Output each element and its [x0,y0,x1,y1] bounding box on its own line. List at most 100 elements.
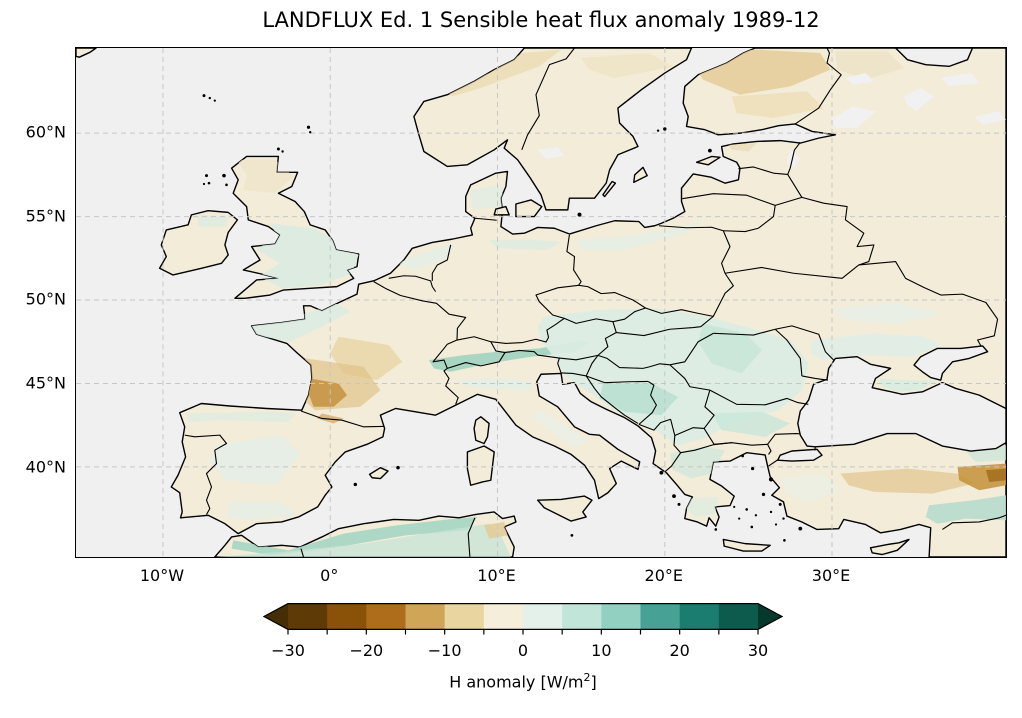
colorbar-segment--25-to--20 [327,603,367,630]
colorbar-over-arrow [758,603,783,630]
border-poland-ukraine [712,272,734,317]
border-morocco-algeria [300,548,305,557]
colorbar-segment-10-to-15 [601,603,641,630]
border-netherlands-germany [431,244,452,281]
colorbar-segment--30-to--25 [288,603,328,630]
anomaly-patch-ukraine-mint2 [832,303,941,324]
small-island-dot [281,150,284,153]
border-spain-france [300,410,384,428]
border-germany-poland [566,234,582,286]
border-serbia-bulgaria [703,389,715,429]
lake-russia-blob2 [845,73,874,85]
small-island-dot [769,510,773,514]
colorbar-tick-label-20: 20 [669,641,690,660]
colorbar-segment-20-to-25 [679,603,720,630]
colorbar-segment--10-to--5 [444,603,485,630]
colorbar-outline [262,603,784,630]
anomaly-patch-carpathians-teal [698,323,762,374]
map-svg [76,48,1006,557]
country-borders [184,48,1006,557]
anomaly-patch-bosnia-serbia-teal [599,383,679,416]
anomaly-patch-peloponnese-mint [684,496,719,517]
small-island-dot [213,99,216,102]
small-island-dot [778,502,782,506]
border-ukraine-russia [858,261,999,347]
anomaly-patch-maghreb-teal2 [214,523,511,557]
small-island-dot [783,539,786,542]
anomaly-patch-ukraine-south-mint [810,333,941,361]
border-croatia-bosnia-north [586,375,649,384]
small-island-dot [208,96,211,100]
colorbar-tick-label--10: −10 [427,641,462,660]
small-island-dot [798,526,803,531]
border-romania-ukraine-north [713,328,776,336]
small-island-dot [222,173,226,178]
y-tick-label-50: 50°N [25,289,66,309]
anomaly-patch-brittany-mint [250,303,351,342]
colorbar-tick-label-10: 10 [591,641,612,660]
small-island-dot [782,517,785,520]
anomaly-patch-crimea-mint [878,378,938,392]
border-belarus-russia [801,196,875,266]
small-island-dot [309,131,312,134]
small-island-dot [659,470,664,475]
anomaly-patch-anatolia-west-mint [781,473,841,502]
land-ireland [158,209,239,276]
colorbar-segment-25-to-30 [718,603,759,630]
lake-russia-blob1 [940,73,980,87]
land-iceland-tip [76,48,97,58]
border-estonia-russia [787,141,801,175]
small-island-dot [225,183,228,187]
colorbar-segment-5-to-10 [562,603,602,630]
map-plot [75,47,1007,558]
small-island-dot [202,182,206,186]
anomaly-patch-tunisia-tan [484,521,508,539]
graticule [76,48,1006,557]
x-tick-label-20: 20°E [644,566,683,585]
sea-black-sea [797,355,1006,452]
colorbar-tick-label-0: 0 [517,641,529,660]
land-gotland [633,166,648,184]
anomaly-patch-denmark-mint [469,184,503,210]
border-finland-russia [794,48,842,125]
border-france-italy [443,367,459,405]
land-mainland-eurasia [170,48,1006,557]
anomaly-patch-finland-tan2 [731,91,824,119]
border-belgium-netherlands [388,275,437,292]
small-island-dot [207,181,211,185]
anomaly-patch-russia-nw-tan [835,51,904,80]
border-lithuania-latvia [682,193,776,206]
small-island-dot [276,147,280,151]
anomaly-patch-spain-center-mint [209,435,301,484]
inland-seas [777,48,1006,462]
land-crete [722,538,771,552]
island-dots [202,94,803,542]
small-island-dot [663,127,667,131]
chart-title: LANDFLUX Ed. 1 Sensible heat flux anomal… [262,8,820,32]
colorbar-segment--5-to-0 [483,603,524,630]
anomaly-patch-italy-mint [531,408,590,447]
colorbar-svg [262,603,784,635]
border-portugal-spain [184,434,228,515]
small-island-dot [738,517,741,520]
sea-sea-of-marmara [777,448,823,462]
border-germany-denmark [474,217,497,221]
border-dardanelles [768,459,779,467]
small-island-dot [677,502,681,506]
colorbar [262,603,784,636]
anomaly-patches [186,49,1006,557]
land-sicily [537,495,593,522]
small-island-dot [202,94,206,98]
small-island-dot [205,174,208,178]
anomaly-patch-turkey-tan [840,468,975,494]
border-germany-austria [490,317,565,344]
colorbar-segment--20-to--15 [366,603,406,630]
border-algeria-tunisia [467,517,476,557]
colorbar-under-arrow [263,603,288,630]
small-island-dot [577,212,582,217]
border-montenegro-albania [638,418,671,431]
x-tick-label-30: 30°E [811,566,851,585]
anomaly-patch-nireland-mint [198,214,229,227]
anomaly-patch-sweden-north-tan [581,52,674,79]
border-romania-moldova [774,328,803,377]
